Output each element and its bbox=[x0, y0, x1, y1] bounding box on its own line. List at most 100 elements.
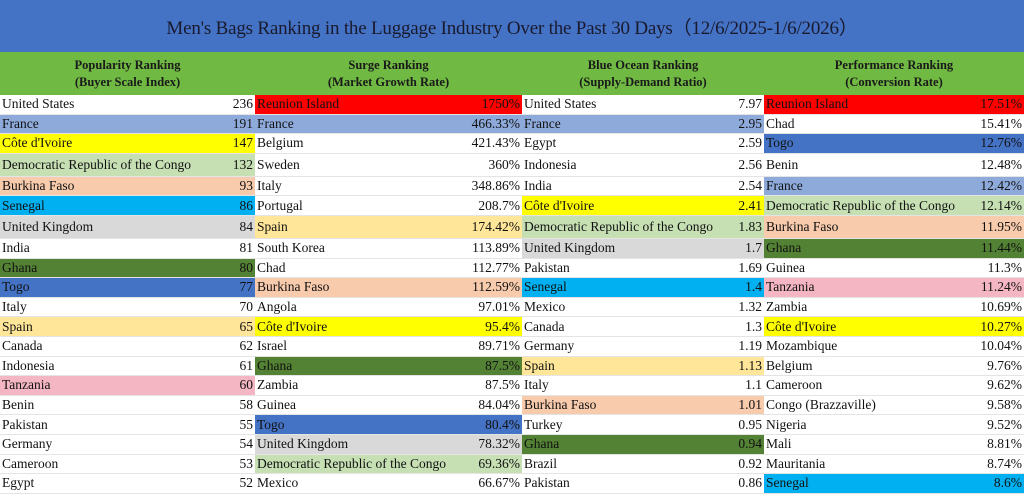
metric-value: 132 bbox=[232, 156, 253, 172]
country-name: Egypt bbox=[524, 135, 557, 151]
country-name: Mexico bbox=[524, 299, 566, 315]
metric-value: 1.32 bbox=[738, 299, 762, 315]
table-row: Spain 1.13 bbox=[522, 356, 764, 377]
metric-value: 66.67% bbox=[478, 475, 520, 491]
country-name: Chad bbox=[766, 115, 795, 131]
column-heading: Blue Ocean Ranking bbox=[587, 57, 699, 72]
metric-value: 1.3 bbox=[745, 318, 762, 334]
country-name: United Kingdom bbox=[2, 218, 94, 234]
country-name: Côte d'Ivoire bbox=[2, 135, 73, 151]
table-row: Togo 80.4% bbox=[255, 415, 522, 435]
table-row: Spain 174.42% bbox=[255, 215, 522, 239]
metric-value: 1.4 bbox=[745, 279, 762, 295]
country-name: Senegal bbox=[766, 475, 809, 491]
country-name: Mali bbox=[766, 436, 792, 452]
table-row: Chad 15.41% bbox=[764, 114, 1024, 135]
popularity-column: United States 236 France 191 Côte d'Ivoire 14… bbox=[0, 95, 255, 497]
country-name: Togo bbox=[2, 279, 30, 295]
table-row: United States 236 bbox=[0, 95, 255, 115]
country-name: France bbox=[766, 178, 803, 194]
table-row: Sweden 360% bbox=[255, 153, 522, 177]
country-name: Brazil bbox=[524, 455, 557, 471]
country-name: Côte d'Ivoire bbox=[257, 318, 328, 334]
metric-value: 9.52% bbox=[987, 416, 1022, 432]
metric-value: 147 bbox=[232, 135, 253, 151]
country-name: Reunion Island bbox=[257, 96, 340, 112]
metric-value: 86 bbox=[239, 197, 254, 213]
table-row: Togo 77 bbox=[0, 278, 255, 298]
column-subheading: (Supply-Demand Ratio) bbox=[579, 74, 707, 89]
country-name: Pakistan bbox=[2, 416, 48, 432]
table-row: Germany 54 bbox=[0, 434, 255, 455]
metric-value: 2.59 bbox=[738, 135, 762, 151]
metric-value: 10.27% bbox=[980, 318, 1022, 334]
metric-value: 80 bbox=[239, 259, 254, 275]
table-row: South Korea 113.89% bbox=[255, 238, 522, 259]
metric-value: 12.14% bbox=[980, 197, 1022, 213]
column-header-blue-ocean: Blue Ocean Ranking (Supply-Demand Ratio) bbox=[522, 52, 764, 95]
country-name: United States bbox=[524, 96, 597, 112]
metric-value: 80.4% bbox=[485, 416, 520, 432]
metric-value: 87.5% bbox=[485, 357, 520, 373]
metric-value: 112.59% bbox=[472, 279, 520, 295]
metric-value: 84.04% bbox=[478, 397, 520, 413]
metric-value: 93 bbox=[239, 178, 254, 194]
metric-value: 1.13 bbox=[738, 357, 762, 373]
country-name: Italy bbox=[2, 299, 27, 315]
country-name: Guinea bbox=[257, 397, 296, 413]
table-row: Italy 70 bbox=[0, 297, 255, 318]
table-row: Burkina Faso 112.59% bbox=[255, 278, 522, 298]
column-header-row: Popularity Ranking (Buyer Scale Index) S… bbox=[0, 52, 1024, 95]
table-row: Democratic Republic of the Congo 1.83 bbox=[522, 215, 764, 239]
table-row: Ghana 11.44% bbox=[764, 238, 1024, 259]
metric-value: 0.95 bbox=[738, 416, 762, 432]
metric-value: 2.54 bbox=[738, 178, 762, 194]
country-name: Spain bbox=[257, 218, 288, 234]
country-name: Canada bbox=[524, 318, 565, 334]
metric-value: 1.69 bbox=[738, 259, 762, 275]
metric-value: 348.86% bbox=[471, 178, 520, 194]
table-row: France 2.95 bbox=[522, 114, 764, 135]
metric-value: 87.5% bbox=[485, 377, 520, 393]
metric-value: 77 bbox=[239, 279, 254, 295]
metric-value: 78.32% bbox=[478, 436, 520, 452]
metric-value: 2.95 bbox=[738, 115, 762, 131]
metric-value: 11.44% bbox=[980, 240, 1022, 256]
metric-value: 9.58% bbox=[987, 397, 1022, 413]
metric-value: 58 bbox=[239, 397, 254, 413]
ranking-table: United States 236 France 191 Côte d'Ivoire 14… bbox=[0, 95, 1024, 497]
country-name: Reunion Island bbox=[766, 96, 849, 112]
metric-value: 65 bbox=[239, 318, 254, 334]
table-row: Mexico 1.32 bbox=[522, 297, 764, 318]
country-name: Ghana bbox=[766, 240, 802, 256]
metric-value: 61 bbox=[239, 357, 254, 373]
table-row: Belgium 9.76% bbox=[764, 356, 1024, 377]
country-name: Tanzania bbox=[766, 279, 815, 295]
country-name: France bbox=[524, 115, 561, 131]
country-name: Sweden bbox=[257, 156, 300, 172]
country-name: India bbox=[2, 240, 30, 256]
metric-value: 53 bbox=[239, 455, 254, 471]
table-row: Egypt 2.59 bbox=[522, 134, 764, 154]
metric-value: 55 bbox=[239, 416, 254, 432]
column-heading: Popularity Ranking bbox=[74, 57, 181, 72]
country-name: Mexico bbox=[257, 475, 299, 491]
metric-value: 421.43% bbox=[471, 135, 520, 151]
country-name: United States bbox=[2, 96, 75, 112]
metric-value: 1750% bbox=[481, 96, 520, 112]
table-row: Cameroon 9.62% bbox=[764, 376, 1024, 396]
column-header-performance: Performance Ranking (Conversion Rate) bbox=[764, 52, 1024, 95]
country-name: France bbox=[2, 115, 39, 131]
country-name: Indonesia bbox=[524, 156, 577, 172]
metric-value: 1.19 bbox=[738, 338, 762, 354]
table-row: Egypt 52 bbox=[0, 474, 255, 494]
metric-value: 11.24% bbox=[980, 279, 1022, 295]
table-row: Zambia 87.5% bbox=[255, 376, 522, 396]
country-name: Burkina Faso bbox=[2, 178, 75, 194]
table-row: Democratic Republic of the Congo 69.36% bbox=[255, 454, 522, 475]
table-row: Belgium 421.43% bbox=[255, 134, 522, 154]
table-row: Mexico 66.67% bbox=[255, 474, 522, 494]
table-row: United Kingdom 84 bbox=[0, 215, 255, 239]
country-name: Egypt bbox=[2, 475, 35, 491]
country-name: Ghana bbox=[2, 259, 38, 275]
